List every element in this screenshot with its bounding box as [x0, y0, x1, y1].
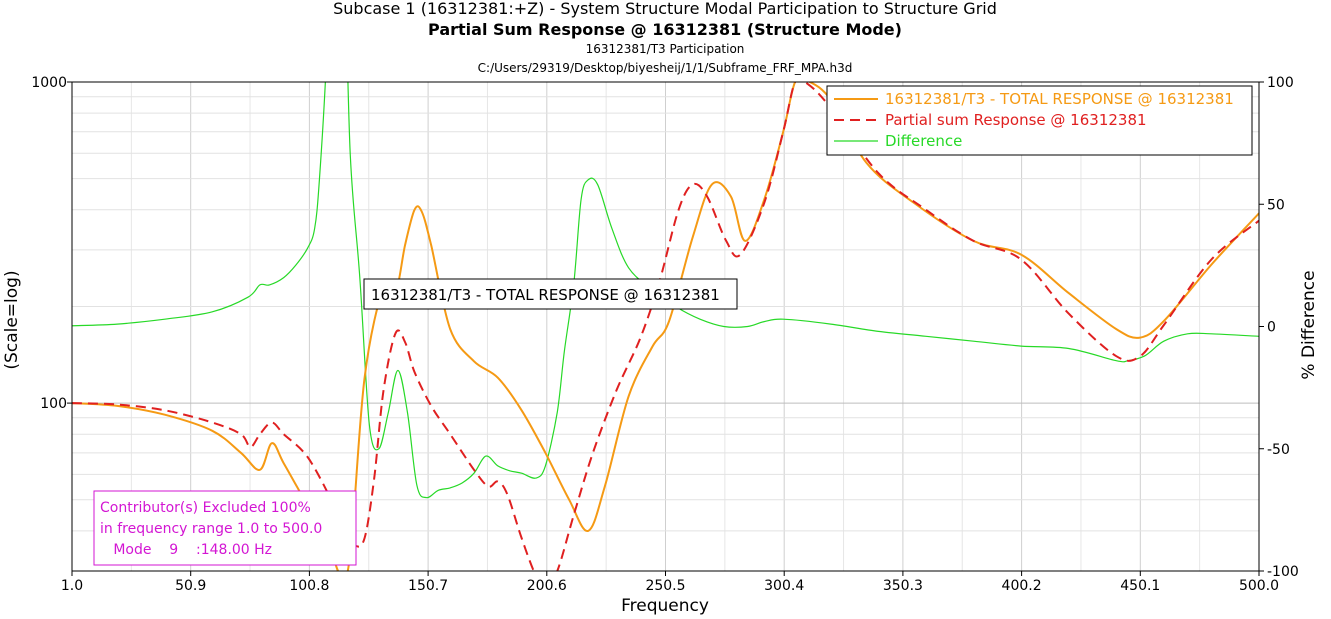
- series-line-partial-sum: [72, 82, 1259, 571]
- y2-tick-label: 50: [1267, 197, 1285, 213]
- legend-box: [826, 85, 1253, 156]
- x-tick-label: 1.0: [61, 578, 83, 594]
- chart-file-path: C:/Users/29319/Desktop/biyesheij/1/1/Sub…: [478, 61, 853, 75]
- x-tick-label: 150.7: [408, 578, 448, 594]
- note-line-2: in frequency range 1.0 to 500.0: [100, 521, 322, 537]
- y2-tick-label: -50: [1267, 442, 1290, 458]
- x-tick-label: 300.4: [764, 578, 804, 594]
- legend-label-partial: Partial sum Response @ 16312381: [885, 111, 1147, 129]
- x-tick-label: 50.9: [175, 578, 206, 594]
- legend-label-total: 16312381/T3 - TOTAL RESPONSE @ 16312381: [885, 90, 1234, 108]
- y-axis-ticks: 1000 100: [31, 75, 72, 412]
- x-tick-label: 100.8: [289, 578, 329, 594]
- y2-tick-label: 0: [1267, 320, 1276, 336]
- x-tick-label: 200.6: [527, 578, 567, 594]
- y2-axis-ticks: 100 50 0 -50 -100: [1259, 75, 1299, 580]
- y2-tick-label: 100: [1267, 75, 1294, 91]
- x-tick-label: 350.3: [883, 578, 923, 594]
- note-line-1: Contributor(s) Excluded 100%: [100, 500, 311, 516]
- tooltip-text: 16312381/T3 - TOTAL RESPONSE @ 16312381: [371, 286, 720, 304]
- chart-subtitle: 16312381/T3 Participation: [586, 42, 745, 56]
- chart-title-line2: Partial Sum Response @ 16312381 (Structu…: [428, 20, 902, 39]
- tooltip-box: [363, 278, 738, 310]
- note-line-3: Mode 9 :148.00 Hz: [100, 542, 272, 558]
- y2-axis-label: % Difference: [1299, 270, 1319, 379]
- legend: 16312381/T3 - TOTAL RESPONSE @ 16312381 …: [826, 85, 1253, 156]
- x-tick-label: 450.1: [1120, 578, 1160, 594]
- x-axis-ticks: 1.0 50.9 100.8 150.7 200.6 250.5 300.4 350.3 400…: [61, 571, 1279, 594]
- note-box: [93, 490, 357, 566]
- x-axis-label: Frequency: [621, 596, 709, 616]
- legend-label-difference: Difference: [885, 132, 962, 150]
- x-tick-label: 400.2: [1002, 578, 1042, 594]
- y-tick-label: 100: [40, 396, 67, 412]
- y-tick-label: 1000: [31, 75, 67, 91]
- series-line-difference: [72, 82, 1259, 499]
- y-axis-label: (Scale=log): [2, 270, 22, 369]
- x-tick-label: 250.5: [645, 578, 685, 594]
- y2-tick-label: -100: [1267, 564, 1299, 580]
- hover-tooltip: 16312381/T3 - TOTAL RESPONSE @ 16312381: [363, 278, 738, 310]
- x-tick-label: 500.0: [1239, 578, 1279, 594]
- chart-title-line1: Subcase 1 (16312381:+Z) - System Structu…: [333, 0, 997, 18]
- exclusion-note: Contributor(s) Excluded 100% in frequenc…: [93, 490, 357, 566]
